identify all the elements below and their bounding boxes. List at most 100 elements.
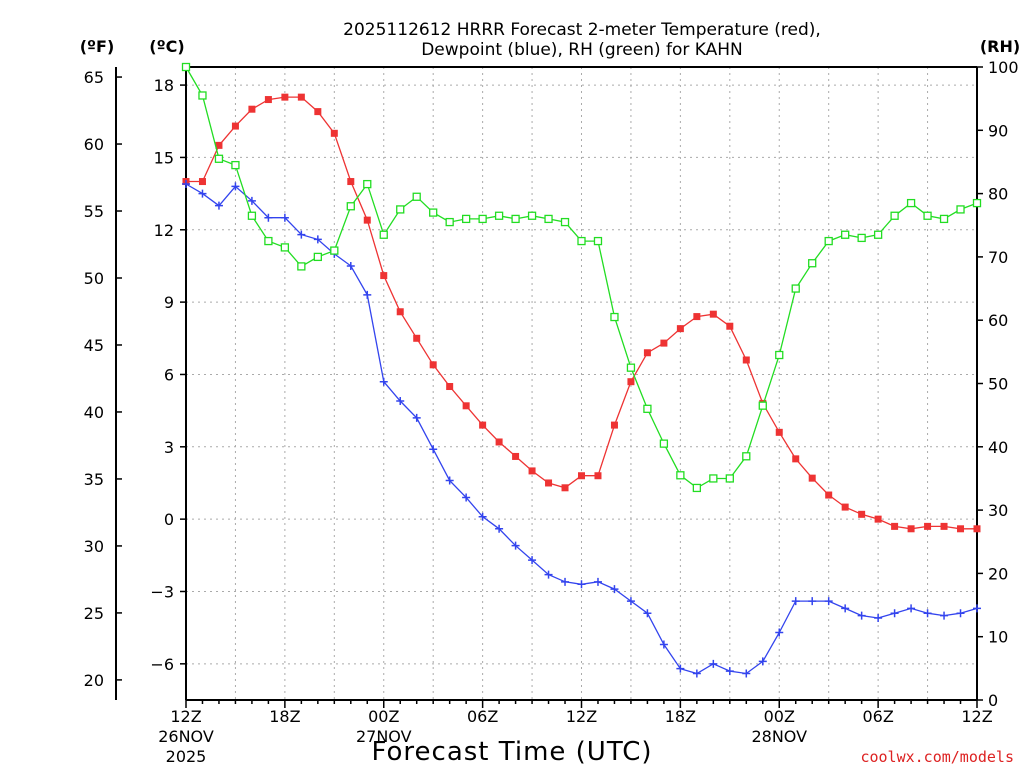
temperature-point [429,361,437,369]
temperature-point [528,467,536,475]
rh-tick-label: 40 [988,438,1008,457]
fahrenheit-tick-label: 35 [84,470,104,489]
dewpoint-point [890,609,899,618]
time-tick-label: 06Z [862,707,893,726]
celsius-tick-label: −6 [150,655,174,674]
temperature-point [363,216,371,224]
temperature-point [264,96,272,104]
temperature-point [775,428,783,436]
credit-text: coolwx.com/models [860,748,1014,766]
rh-point [873,230,883,239]
rh-point [824,236,833,246]
fahrenheit-tick-label: 20 [84,671,104,690]
rh-point [742,452,751,461]
temperature-point [248,105,256,113]
rh-point [214,154,224,163]
rh-point [709,474,718,483]
rh-point [560,217,570,227]
temperature-point [874,515,882,523]
rh-point [494,211,504,220]
temperature-point [792,455,800,463]
temperature-point [841,503,849,511]
dewpoint-point [742,669,751,678]
dewpoint-point [874,614,883,623]
dewpoint-point [247,196,256,205]
celsius-tick-label: 12 [154,221,174,240]
chart-title-line2: Dewpoint (blue), RH (green) for KAHN [421,40,743,60]
rh-tick-label: 90 [988,121,1008,140]
rh-point [725,474,734,483]
temperature-point [297,93,305,101]
dewpoint-point [577,580,586,589]
dewpoint-point [561,577,570,586]
rh-point [610,312,619,322]
celsius-tick-label: 6 [164,365,174,384]
dewpoint-point [824,597,833,606]
dewpoint-point [923,609,932,618]
temperature-point [726,322,734,330]
rh-point [692,483,702,493]
temperature-point [281,93,289,101]
dewpoint-point [528,556,537,565]
fahrenheit-tick-label: 60 [84,135,104,154]
dewpoint-point [214,201,223,210]
rh-unit-label: (RH) [980,37,1020,56]
temperature-point [462,402,470,410]
dewpoint-point [791,597,800,606]
temperature-point [973,525,981,533]
dewpoint-point [940,611,949,620]
dewpoint-point [676,664,685,673]
dewpoint-point [973,604,981,613]
temperature-point [825,491,833,499]
rh-point [593,236,603,246]
temperature-point [858,510,866,518]
temperature-point [907,525,915,533]
rh-point [923,211,932,220]
rh-tick-label: 50 [988,375,1008,394]
temperature-point [347,178,355,186]
dewpoint-point [857,611,866,620]
rh-tick-label: 10 [988,628,1008,647]
temperature-point [314,108,322,116]
time-tick-label: 00Z [368,707,399,726]
time-tick-year-label: 2025 [166,747,207,766]
rh-point [643,404,652,413]
rh-point [231,160,240,170]
dewpoint-point [462,493,471,502]
temperature-point [693,313,701,321]
rh-point [626,363,636,372]
time-tick-label: 06Z [467,707,498,726]
dewpoint-point [808,597,817,606]
fahrenheit-tick-label: 65 [84,68,104,87]
rh-point [363,179,372,189]
rh-point [264,236,273,246]
dewpoint-point [198,189,207,198]
rh-point [906,198,916,208]
rh-point [198,91,207,100]
rh-tick-label: 100 [988,58,1019,77]
rh-point [972,198,982,208]
dewpoint-point [610,585,619,594]
rh-point [527,211,537,220]
dewpoint-point [907,604,916,613]
temperature-point [891,522,899,530]
dewpoint-point [758,657,767,666]
rh-tick-label: 60 [988,311,1008,330]
rh-point [379,230,388,239]
time-tick-date-label: 27NOV [356,727,412,746]
dewpoint-point [775,628,784,637]
rh-point [890,211,899,220]
rh-point [297,262,306,271]
rh-point [775,350,784,360]
temperature-point [561,484,569,492]
time-tick-date-label: 28NOV [751,727,807,746]
rh-tick-label: 20 [988,564,1008,583]
celsius-tick-label: 9 [164,293,174,312]
dewpoint-point [643,609,652,618]
rh-point [758,401,767,410]
temperature-point [610,421,618,429]
dewpoint-point [363,290,372,299]
temperature-point [215,141,223,149]
temperature-point [594,472,602,480]
time-tick-label: 12Z [566,707,597,726]
